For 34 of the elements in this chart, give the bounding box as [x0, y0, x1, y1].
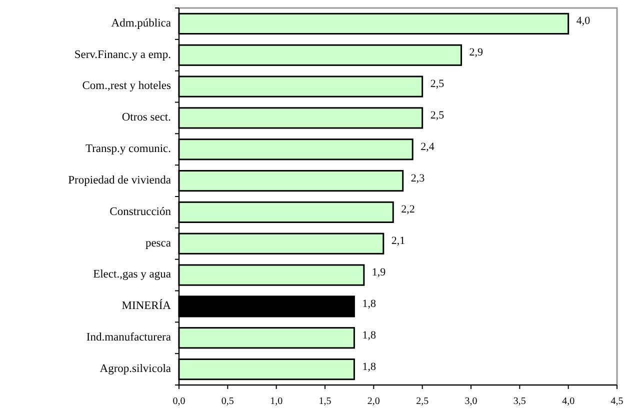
x-tick-label: 1,0: [270, 396, 283, 407]
data-label: 4,0: [576, 15, 591, 28]
y-tick-label: Otros sect.: [122, 112, 172, 124]
data-label: 1,9: [372, 266, 386, 279]
y-tick-label: MINERÍA: [122, 299, 172, 312]
y-tick-label: Construcción: [110, 206, 172, 218]
y-tick-label: Transp.y comunic.: [85, 143, 172, 156]
x-tick-label: 1,5: [318, 396, 332, 407]
data-label: 2,1: [391, 235, 406, 248]
data-label: 1,8: [362, 360, 376, 373]
data-label: 1,8: [362, 329, 376, 342]
data-label: 2,3: [410, 172, 426, 184]
y-tick-label: Propiedad de vivienda: [68, 174, 171, 186]
x-tick-label: 4,0: [562, 396, 575, 407]
data-label: 2,2: [401, 204, 415, 216]
x-tick-label: 0,0: [172, 396, 186, 407]
y-tick-label: Ind.manufacturera: [86, 332, 171, 344]
x-tick-label: 3,0: [464, 396, 478, 407]
y-tick-label: Elect.,gas y agua: [93, 268, 171, 281]
data-label: 2,5: [430, 78, 445, 90]
data-label: 2,4: [420, 140, 435, 153]
data-label: 2,5: [430, 109, 445, 122]
y-tick-label: Adm.pública: [111, 17, 171, 30]
y-tick-label: Com.,rest y hoteles: [82, 80, 172, 92]
y-tick-label: Agrop.silvicola: [100, 362, 171, 375]
data-label: 2,9: [469, 46, 484, 59]
y-tick-label: Serv.Financ.y a emp.: [74, 48, 172, 61]
x-tick-label: 4,5: [610, 396, 624, 407]
data-label: 1,8: [362, 298, 376, 310]
x-tick-label: 3,5: [513, 396, 526, 407]
x-tick-label: 2,0: [367, 396, 380, 407]
y-tick-label: pesca: [145, 237, 171, 250]
x-tick-label: 0,5: [221, 396, 234, 407]
x-tick-label: 2,5: [416, 396, 429, 407]
